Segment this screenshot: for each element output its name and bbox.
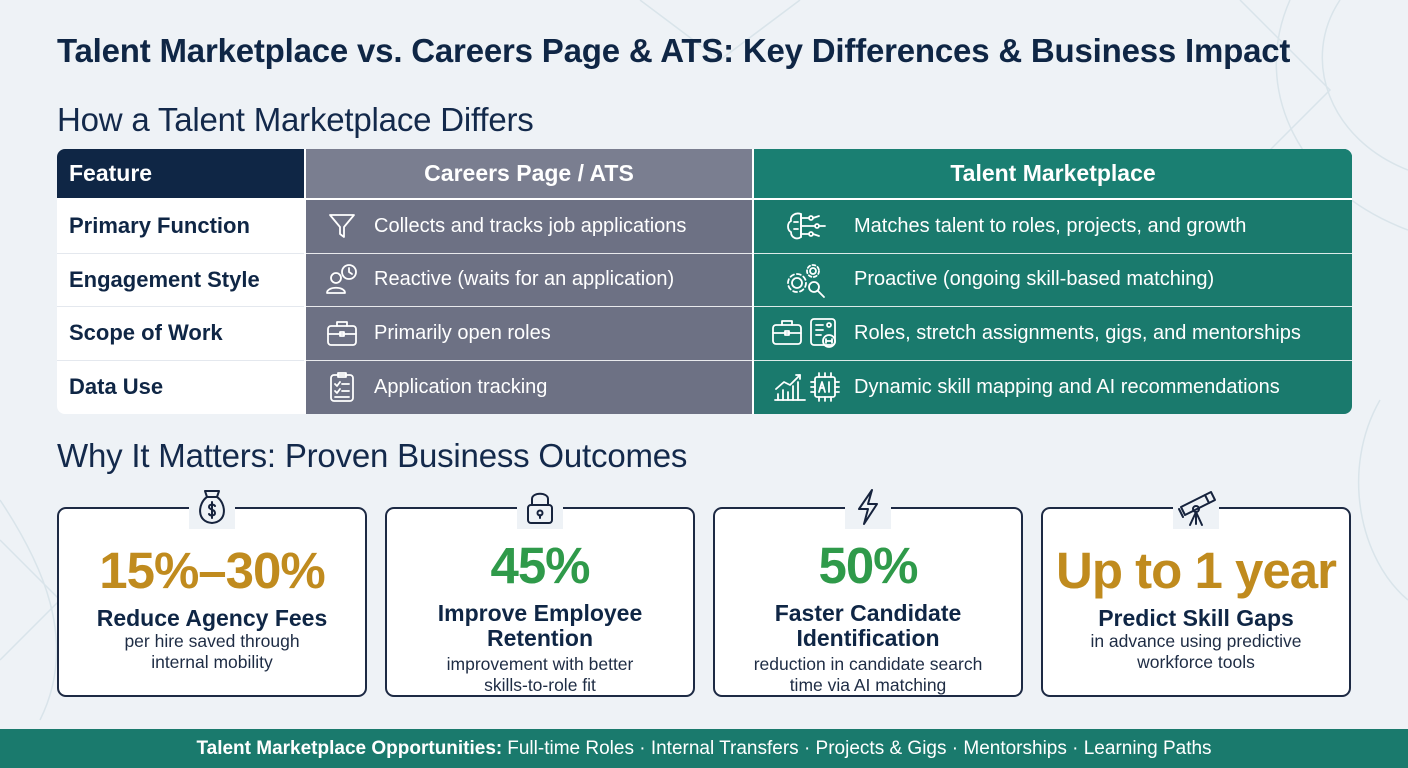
careers-cell: Collects and tracks job applications [306, 200, 752, 254]
metric-value: 45% [490, 537, 590, 594]
careers-text: Application tracking [374, 375, 548, 398]
outcome-card: 45% Improve Employee Retention improveme… [385, 485, 695, 697]
marketplace-text: Roles, stretch assignments, gigs, and me… [854, 321, 1301, 344]
outcome-desc: time via AI matching [789, 675, 947, 695]
money-bag-icon [189, 485, 235, 529]
outcome-title: Retention [486, 625, 594, 651]
comparison-table: Feature Primary Function Engagement Styl… [57, 149, 1352, 414]
outcome-title: Identification [796, 625, 940, 651]
funnel-icon [324, 208, 360, 244]
feature-cell: Primary Function [57, 200, 304, 254]
feature-column: Feature Primary Function Engagement Styl… [57, 149, 304, 414]
marketplace-cell: Proactive (ongoing skill-based matching) [754, 254, 1352, 307]
header-feature: Feature [57, 149, 304, 200]
careers-text: Collects and tracks job applications [374, 214, 687, 237]
outcome-title: Faster Candidate [774, 600, 962, 626]
outcome-desc: skills-to-role fit [484, 675, 596, 695]
footer-label: Talent Marketplace Opportunities: [196, 737, 503, 759]
outcome-title: Improve Employee [437, 600, 643, 626]
marketplace-column: Talent Marketplace Matches talent to rol… [752, 149, 1352, 414]
outcome-card: 15%–30% Reduce Agency Fees per hire save… [57, 485, 367, 697]
header-careers: Careers Page / ATS [306, 149, 752, 200]
careers-cell: Reactive (waits for an application) [306, 254, 752, 307]
outcome-card: 50% Faster Candidate Identification redu… [713, 485, 1023, 697]
careers-text: Reactive (waits for an application) [374, 268, 675, 291]
footer-banner: Talent Marketplace Opportunities: Full-t… [0, 729, 1408, 768]
careers-text: Primarily open roles [374, 321, 551, 344]
marketplace-cell: Roles, stretch assignments, gigs, and me… [754, 307, 1352, 361]
lightning-icon [845, 485, 891, 529]
section-title-outcomes: Why It Matters: Proven Business Outcomes [57, 437, 688, 474]
outcome-card: Up to 1 year Predict Skill Gaps in advan… [1041, 485, 1351, 697]
briefcase-profile-icon [770, 315, 842, 351]
outcome-desc: improvement with better [446, 654, 634, 674]
gears-search-icon [770, 262, 842, 298]
outcome-title: Predict Skill Gaps [1098, 605, 1294, 631]
marketplace-text: Proactive (ongoing skill-based matching) [854, 268, 1215, 291]
metric-value: Up to 1 year [1056, 542, 1337, 599]
outcome-desc: reduction in candidate search [753, 654, 983, 674]
feature-cell: Data Use [69, 374, 164, 400]
feature-cell: Engagement Style [57, 254, 304, 307]
marketplace-text: Dynamic skill mapping and AI recommendat… [854, 375, 1280, 398]
careers-column: Careers Page / ATS Collects and tracks j… [304, 149, 752, 414]
metric-value: 50% [818, 537, 918, 594]
lock-icon [517, 485, 563, 529]
briefcase-icon [324, 315, 360, 351]
careers-cell: Application tracking [306, 361, 752, 415]
header-marketplace: Talent Marketplace [754, 149, 1352, 200]
feature-cell: Scope of Work [57, 307, 304, 361]
marketplace-text: Matches talent to roles, projects, and g… [854, 214, 1247, 237]
outcome-desc: in advance using predictive [1090, 631, 1302, 651]
page-title: Talent Marketplace vs. Careers Page & AT… [57, 32, 1291, 69]
user-clock-icon [324, 262, 360, 298]
brain-network-icon [770, 208, 842, 244]
marketplace-cell: Matches talent to roles, projects, and g… [754, 200, 1352, 254]
outcome-desc: workforce tools [1137, 652, 1255, 672]
telescope-icon [1173, 485, 1219, 529]
section-title-differences: How a Talent Marketplace Differs [57, 101, 534, 138]
careers-cell: Primarily open roles [306, 307, 752, 361]
footer-items: Full-time Roles · Internal Transfers · P… [507, 737, 1212, 759]
outcome-title: Reduce Agency Fees [96, 605, 328, 631]
metric-value: 15%–30% [99, 542, 326, 599]
marketplace-cell: Dynamic skill mapping and AI recommendat… [754, 361, 1352, 415]
checklist-icon [324, 369, 360, 405]
growth-chart-ai-chip-icon [770, 369, 842, 405]
outcome-desc: internal mobility [151, 652, 273, 672]
outcome-desc: per hire saved through [124, 631, 300, 651]
